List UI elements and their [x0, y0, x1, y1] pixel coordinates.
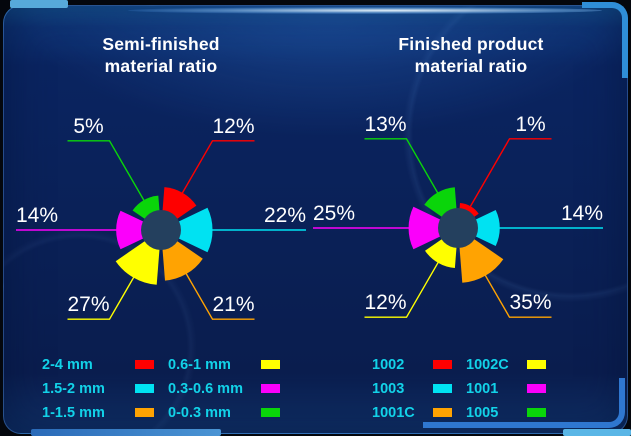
slice-percent-label-1003: 14%: [561, 202, 603, 225]
legend-label: 1005: [466, 404, 499, 421]
legend-label: 1-1.5 mm: [42, 404, 105, 421]
legend-color-swatch: [261, 408, 280, 417]
leader-line-0-0-3-mm: [67, 140, 145, 202]
legend-label: 0-0.3 mm: [168, 404, 231, 421]
leader-line-2-4-mm: [181, 140, 255, 194]
pie-center-hub: [141, 210, 181, 250]
legend-color-swatch: [527, 408, 546, 417]
legend-semi-finished: 2-4 mm 1.5-2 mm 1-1.5 mm 0.6-1 mm 0.3-0.6 mm…: [42, 356, 280, 421]
rose-chart-finished-product-material-ratio: 1% 14% 35% 12% 25% 13%: [313, 113, 603, 318]
legend-finished-product: 1002 1003 1001C 1002C 1001 1005: [372, 356, 546, 421]
legend-item-1002[interactable]: 1002: [372, 356, 452, 373]
legend-color-swatch: [135, 360, 154, 369]
legend-label: 1001: [466, 380, 499, 397]
legend-label: 1001C: [372, 404, 415, 421]
legend-item-1003[interactable]: 1003: [372, 380, 452, 397]
legend-column: 2-4 mm 1.5-2 mm 1-1.5 mm: [42, 356, 154, 421]
accent-bar-bottom-left: [31, 429, 221, 436]
legend-item-0-0-3-mm[interactable]: 0-0.3 mm: [168, 404, 280, 421]
legend-item-1001c[interactable]: 1001C: [372, 404, 452, 421]
chart-title-semi-finished: Semi-finished material ratio: [40, 33, 282, 77]
legend-item-1001[interactable]: 1001: [466, 380, 546, 397]
title-line: material ratio: [104, 56, 218, 76]
accent-bar-bottom-right: [563, 429, 631, 436]
legend-column: 0.6-1 mm 0.3-0.6 mm 0-0.3 mm: [168, 356, 280, 421]
legend-color-swatch: [527, 360, 546, 369]
pie-slice-1001[interactable]: [408, 206, 458, 250]
accent-bar-top-left: [10, 0, 68, 8]
slice-percent-label-1-1-5-mm: 21%: [212, 293, 254, 316]
legend-color-swatch: [433, 408, 452, 417]
title-line: material ratio: [414, 56, 528, 76]
legend-item-0-6-1-mm[interactable]: 0.6-1 mm: [168, 356, 280, 373]
legend-item-2-4-mm[interactable]: 2-4 mm: [42, 356, 154, 373]
pie-slice-1-5-2-mm[interactable]: [161, 207, 213, 253]
legend-label: 0.6-1 mm: [168, 356, 231, 373]
legend-label: 2-4 mm: [42, 356, 93, 373]
chart-title-finished-product: Finished product material ratio: [350, 33, 592, 77]
leader-line-0-6-1-mm: [67, 276, 135, 320]
pie-slice-1003[interactable]: [458, 210, 500, 246]
legend-item-0-3-0-6-mm[interactable]: 0.3-0.6 mm: [168, 380, 280, 397]
legend-color-swatch: [135, 408, 154, 417]
legend-column: 1002 1003 1001C: [372, 356, 452, 421]
legend-item-1005[interactable]: 1005: [466, 404, 546, 421]
slice-percent-label-0-0-3-mm: 5%: [73, 115, 103, 138]
title-line: Finished product: [398, 34, 544, 54]
legend-color-swatch: [527, 384, 546, 393]
rose-chart-semi-finished-material-ratio: 12% 22% 21% 27% 14% 5%: [16, 115, 306, 320]
title-line: Semi-finished: [102, 34, 220, 54]
leader-line-1-1-5-mm: [185, 272, 255, 320]
legend-color-swatch: [261, 360, 280, 369]
legend-color-swatch: [433, 384, 452, 393]
slice-percent-label-1002c: 12%: [364, 291, 406, 314]
top-edge-glow: [128, 7, 602, 14]
pie-center-hub: [438, 208, 478, 248]
panel-frame: [3, 5, 628, 434]
legend-label: 1.5-2 mm: [42, 380, 105, 397]
legend-color-swatch: [135, 384, 154, 393]
legend-color-swatch: [261, 384, 280, 393]
leader-line-1005: [364, 138, 439, 194]
legend-label: 1002: [372, 356, 405, 373]
pie-slice-0-3-0-6-mm[interactable]: [116, 210, 161, 250]
slice-percent-label-2-4-mm: 12%: [212, 115, 254, 138]
slice-percent-label-0-6-1-mm: 27%: [67, 293, 109, 316]
leader-line-1002: [469, 138, 552, 208]
legend-color-swatch: [433, 360, 452, 369]
slice-percent-label-1005: 13%: [364, 113, 406, 136]
legend-label: 1003: [372, 380, 405, 397]
legend-item-1002c[interactable]: 1002C: [466, 356, 546, 373]
leader-line-1002c: [364, 261, 440, 318]
slice-percent-label-1001c: 35%: [509, 291, 551, 314]
legend-label: 1002C: [466, 356, 509, 373]
slice-percent-label-1-5-2-mm: 22%: [264, 204, 306, 227]
legend-item-1-1-5-mm[interactable]: 1-1.5 mm: [42, 404, 154, 421]
slice-percent-label-1001: 25%: [313, 202, 355, 225]
accent-bracket-bottom-right: [423, 378, 625, 428]
accent-bracket-top-right: [582, 2, 628, 78]
legend-label: 0.3-0.6 mm: [168, 380, 243, 397]
leader-line-1001c: [484, 274, 552, 318]
legend-item-1-5-2-mm[interactable]: 1.5-2 mm: [42, 380, 154, 397]
slice-percent-label-0-3-0-6-mm: 14%: [16, 204, 58, 227]
legend-column: 1002C 1001 1005: [466, 356, 546, 421]
slice-percent-label-1002: 1%: [515, 113, 545, 136]
